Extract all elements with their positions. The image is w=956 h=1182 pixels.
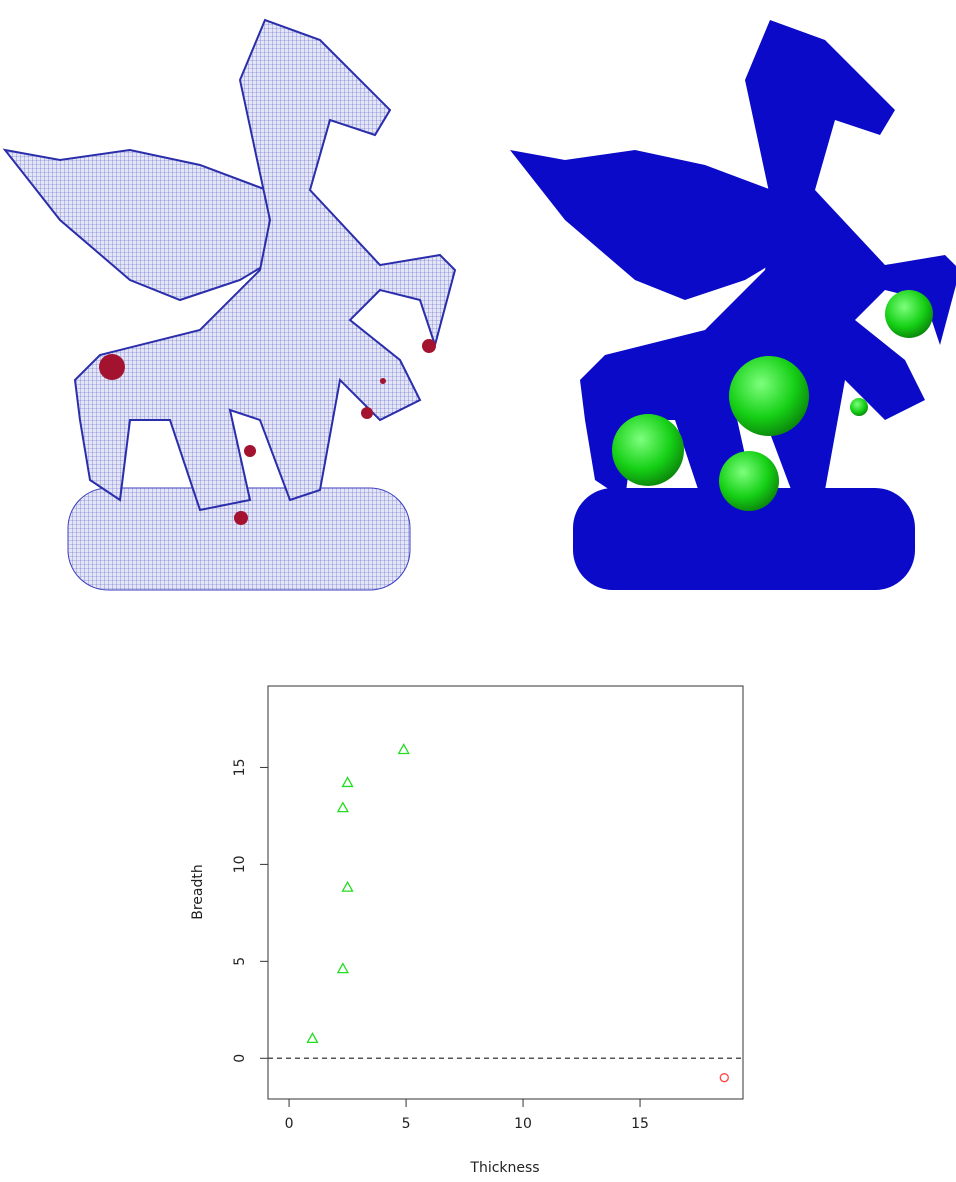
point	[336, 962, 349, 974]
point	[341, 776, 354, 788]
point	[336, 801, 349, 813]
y-tick-label: 15	[232, 759, 248, 777]
solid-render	[510, 20, 956, 590]
y-tick-label: 0	[232, 1054, 248, 1063]
point	[341, 880, 354, 892]
point	[719, 1073, 729, 1083]
y-axis-label: Breadth	[190, 864, 206, 920]
mesh-render	[2, 18, 457, 591]
spheres	[612, 290, 933, 511]
plot-frame	[267, 685, 744, 1100]
point	[397, 743, 410, 755]
x-tick-label: 15	[631, 1116, 649, 1132]
y-tick-label: 10	[232, 855, 248, 873]
y-tick-label: 5	[232, 957, 248, 966]
x-tick-label: 10	[514, 1116, 532, 1132]
point	[306, 1032, 319, 1044]
x-axis-label: Thickness	[469, 1160, 539, 1176]
x-tick-label: 5	[402, 1116, 411, 1132]
x-tick-label: 0	[285, 1116, 294, 1132]
